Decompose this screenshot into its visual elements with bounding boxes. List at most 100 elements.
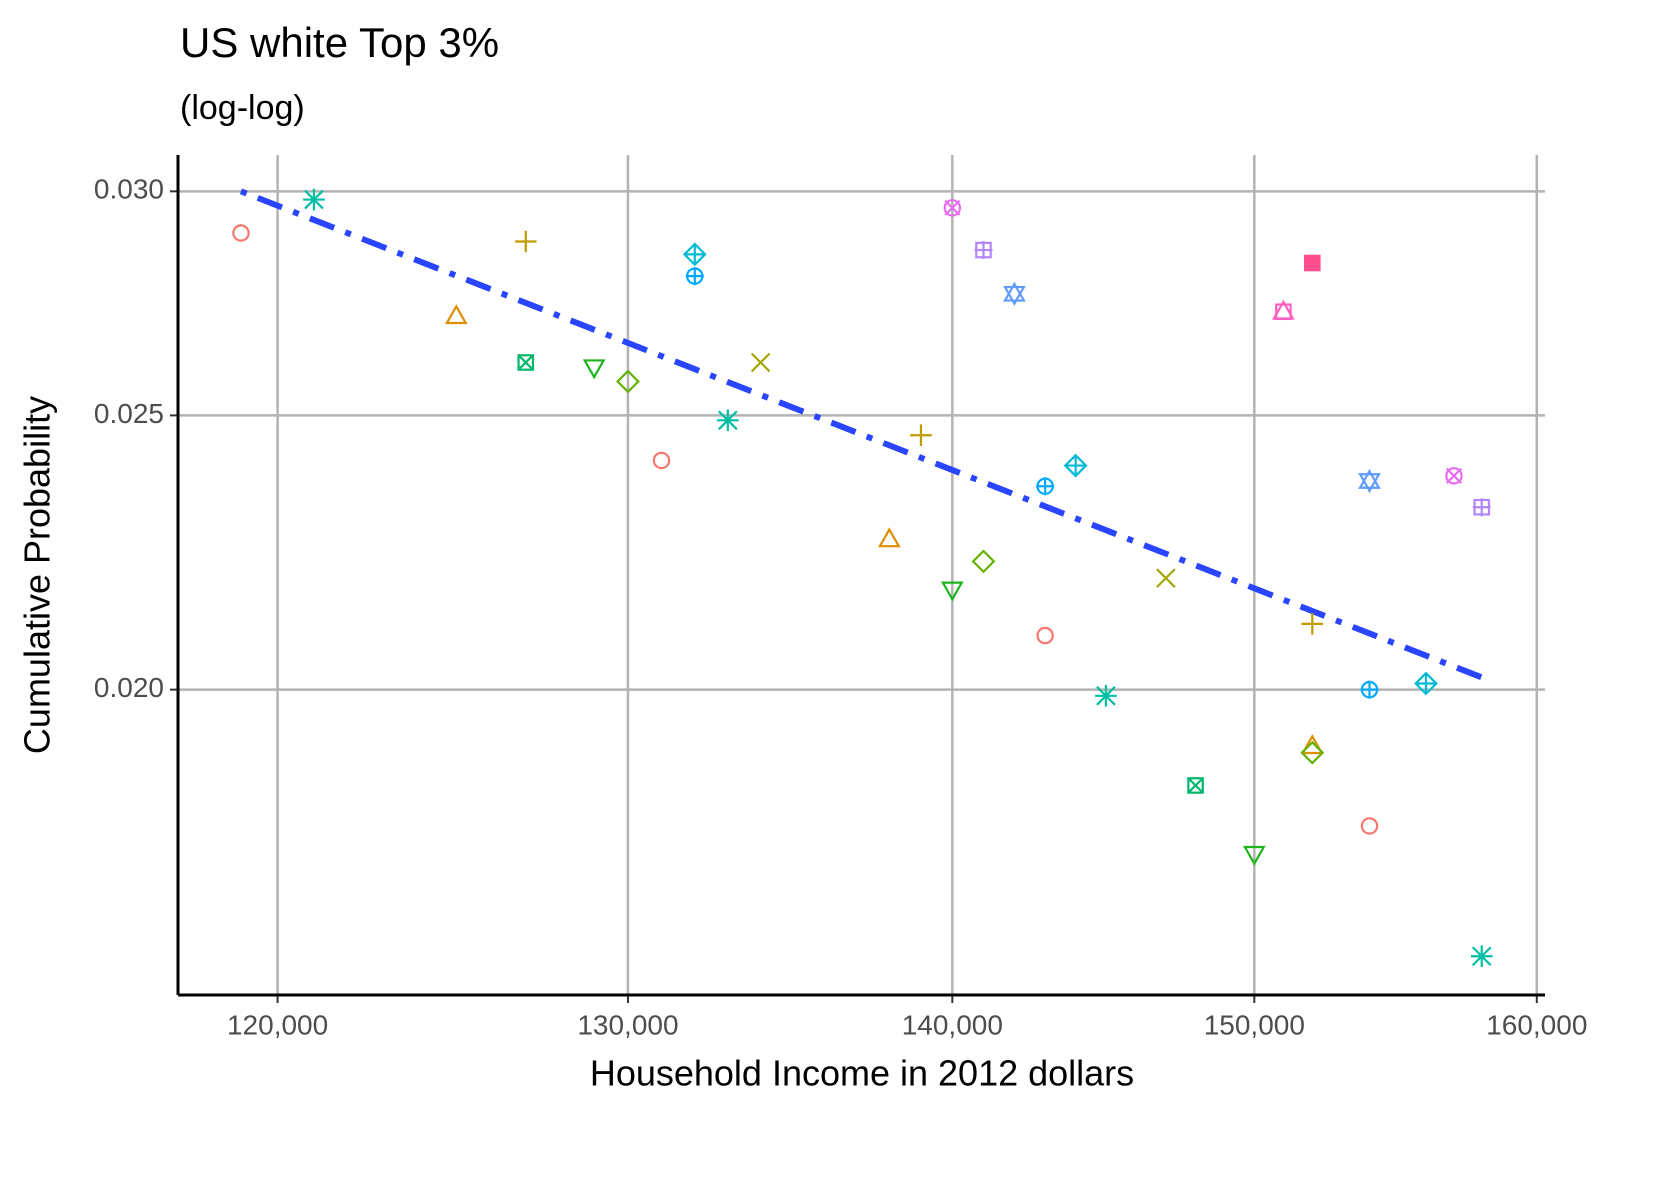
chart-title: US white Top 3% — [180, 19, 499, 66]
marker-part — [1003, 285, 1026, 306]
point — [1036, 477, 1055, 496]
point — [232, 224, 250, 242]
y-tick-label: 0.025 — [94, 398, 164, 429]
marker-part — [1272, 299, 1295, 320]
point — [940, 581, 964, 602]
point — [685, 267, 704, 286]
marker-part — [1066, 456, 1085, 475]
marker-part — [1300, 734, 1324, 755]
point — [717, 409, 739, 432]
marker-part — [1303, 254, 1321, 272]
marker-part — [1063, 453, 1088, 478]
point — [1303, 254, 1321, 272]
x-tick-label: 140,000 — [902, 1009, 1003, 1040]
point — [1360, 680, 1379, 699]
marker-part — [1360, 817, 1379, 835]
marker-part — [974, 241, 993, 260]
point — [943, 199, 962, 217]
marker-part — [1156, 568, 1176, 588]
point — [1470, 945, 1493, 968]
point — [1360, 817, 1379, 835]
marker-part — [682, 242, 707, 267]
marker-part — [1036, 477, 1055, 496]
marker-part — [1471, 946, 1492, 967]
point — [1472, 498, 1491, 517]
marker-part — [1187, 777, 1204, 794]
marker-part — [685, 267, 704, 286]
marker-part — [1414, 671, 1438, 696]
point — [582, 359, 606, 380]
marker-part — [944, 199, 961, 216]
marker-part — [517, 354, 534, 371]
point — [1036, 626, 1054, 645]
x-tick-label: 130,000 — [577, 1009, 678, 1040]
point — [1272, 299, 1295, 321]
point — [750, 352, 771, 373]
marker-part — [940, 581, 964, 602]
marker-part — [582, 359, 606, 380]
point — [974, 241, 993, 260]
point — [1301, 613, 1324, 635]
point — [1300, 734, 1324, 755]
marker-part — [652, 451, 671, 470]
point — [1358, 468, 1381, 494]
point — [1156, 568, 1176, 588]
marker-part — [750, 352, 771, 373]
y-tick-label: 0.020 — [94, 672, 164, 703]
point — [303, 188, 325, 211]
point — [1414, 671, 1438, 696]
point — [910, 424, 932, 447]
y-axis-label: Cumulative Probability — [17, 396, 58, 754]
marker-part — [1472, 498, 1491, 517]
marker-part — [1445, 467, 1462, 484]
y-tick-label: 0.030 — [94, 174, 164, 205]
marker-part — [1187, 777, 1204, 794]
marker-part — [1036, 626, 1054, 645]
marker-part — [971, 549, 996, 574]
point — [1242, 845, 1266, 866]
marker-part — [232, 224, 250, 242]
marker-part — [1096, 686, 1116, 706]
marker-part — [1445, 467, 1463, 485]
marker-part — [444, 304, 468, 325]
chart-subtitle: (log-log) — [180, 89, 305, 127]
marker-part — [1003, 281, 1026, 302]
x-tick-label: 150,000 — [1204, 1009, 1305, 1040]
marker-part — [1301, 613, 1324, 635]
point — [444, 304, 468, 325]
plot-area — [232, 188, 1493, 968]
marker-part — [304, 189, 324, 210]
marker-part — [1358, 468, 1381, 489]
point — [1003, 281, 1026, 306]
point — [971, 549, 996, 574]
x-tick-label: 120,000 — [227, 1009, 328, 1040]
point — [1063, 453, 1088, 478]
marker-part — [517, 354, 535, 371]
marker-part — [514, 230, 537, 253]
point — [652, 451, 671, 470]
marker-part — [685, 245, 704, 264]
x-tick-label: 160,000 — [1486, 1009, 1587, 1040]
point — [682, 242, 707, 267]
point — [616, 369, 640, 394]
point — [1187, 777, 1204, 794]
marker-part — [1358, 473, 1381, 494]
x-axis-label: Household Income in 2012 dollars — [590, 1053, 1134, 1094]
point — [1095, 685, 1117, 707]
marker-part — [1360, 680, 1379, 699]
point — [1445, 467, 1463, 485]
marker-part — [616, 369, 640, 394]
point — [517, 354, 535, 371]
marker-part — [1300, 740, 1325, 765]
marker-part — [1242, 845, 1266, 866]
point — [878, 527, 901, 548]
marker-part — [718, 410, 738, 431]
marker-part — [943, 199, 962, 217]
marker-part — [910, 424, 932, 447]
point — [1300, 740, 1325, 765]
grid: 120,000 130,000 140,000 150,000 160,000 0.020… — [94, 155, 1587, 1040]
marker-part — [878, 527, 901, 548]
